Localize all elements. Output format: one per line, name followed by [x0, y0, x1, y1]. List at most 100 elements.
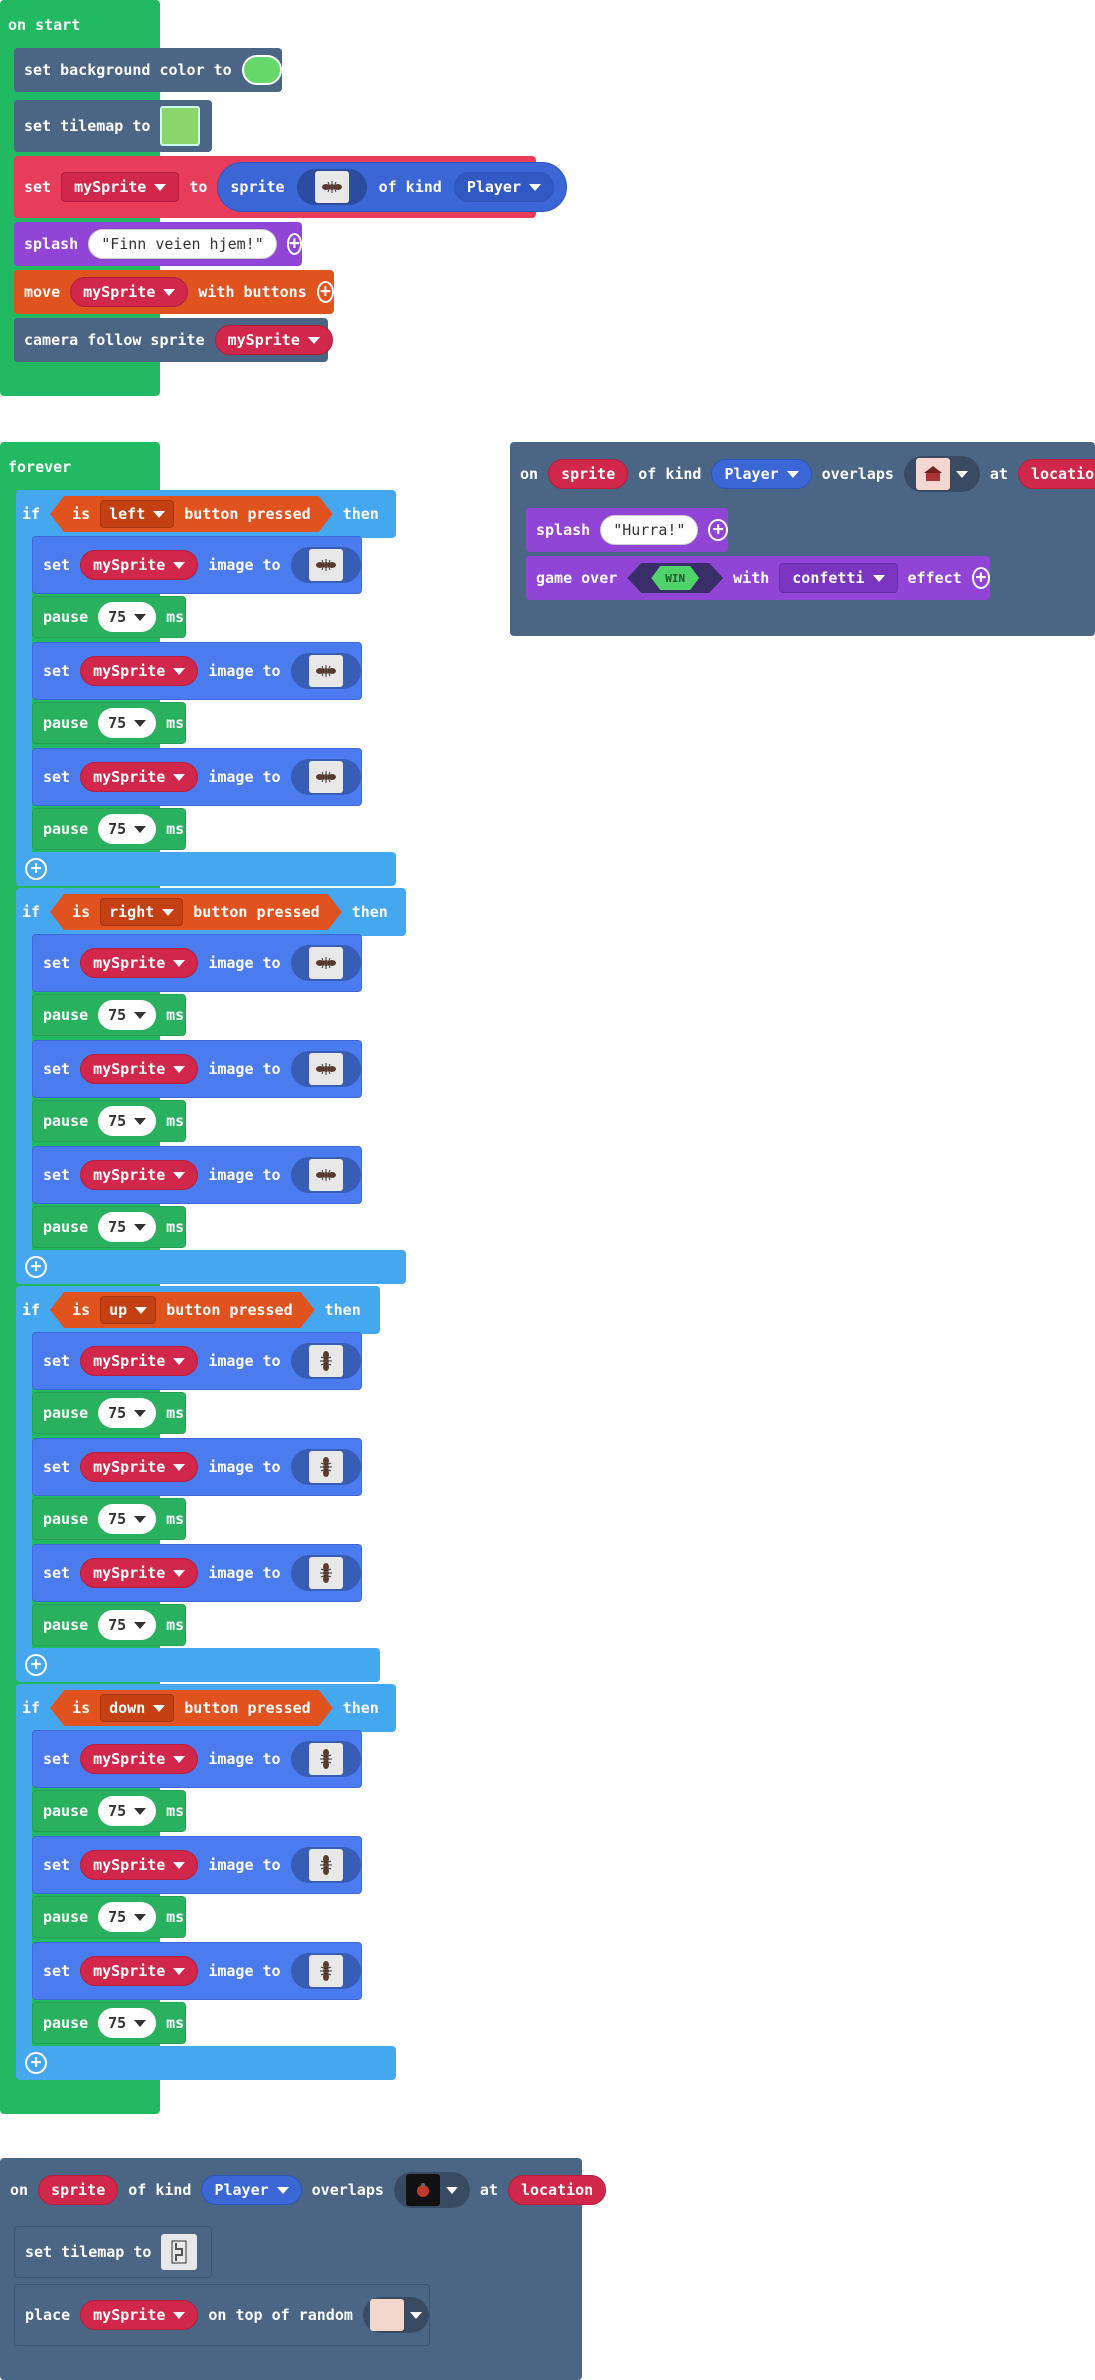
set-tilemap-block-2[interactable]: set tilemap to	[14, 2226, 212, 2278]
sprite-image-field[interactable]	[290, 547, 361, 583]
pause-duration-dropdown[interactable]: 75	[98, 602, 157, 632]
sprite-image-field[interactable]	[290, 1953, 361, 1989]
sprite-variable-dropdown[interactable]: mySprite	[61, 172, 180, 202]
button-pressed-condition[interactable]: is down button pressed	[50, 1690, 333, 1726]
effect-dropdown[interactable]: confetti	[779, 563, 898, 593]
pause-duration-dropdown[interactable]: 75	[98, 1902, 157, 1932]
set-image-block[interactable]: set mySprite image to	[32, 748, 362, 806]
sprite-image-field[interactable]	[290, 1449, 361, 1485]
sprite-variable-dropdown[interactable]: mySprite	[80, 1850, 199, 1880]
move-with-buttons-block[interactable]: move mySprite with buttons +	[14, 270, 334, 314]
camera-follow-block[interactable]: camera follow sprite mySprite	[14, 318, 333, 362]
sprite-variable-dropdown[interactable]: mySprite	[80, 1160, 199, 1190]
tile-image-dropdown[interactable]	[393, 2172, 470, 2208]
button-dropdown[interactable]: up	[100, 1296, 156, 1324]
kind-dropdown[interactable]: Player	[711, 459, 812, 489]
pause-duration-dropdown[interactable]: 75	[98, 1504, 157, 1534]
splash-text-field[interactable]: "Finn veien hjem!"	[88, 229, 277, 259]
pause-block[interactable]: pause 75 ms	[32, 994, 186, 1036]
sprite-variable-dropdown[interactable]: mySprite	[80, 656, 199, 686]
location-param[interactable]: location	[507, 2175, 607, 2205]
add-icon[interactable]: +	[708, 519, 728, 541]
sprite-variable-dropdown[interactable]: mySprite	[80, 1346, 199, 1376]
set-image-block[interactable]: set mySprite image to	[32, 642, 362, 700]
tilemap-thumbnail[interactable]	[161, 2234, 198, 2270]
set-image-block[interactable]: set mySprite image to	[32, 1332, 362, 1390]
pause-block[interactable]: pause 75 ms	[32, 1392, 186, 1434]
sprite-image-field[interactable]	[290, 759, 361, 795]
pause-block[interactable]: pause 75 ms	[32, 1790, 186, 1832]
add-else-icon[interactable]: +	[25, 1256, 47, 1278]
pause-block[interactable]: pause 75 ms	[32, 1896, 186, 1938]
sprite-variable-dropdown[interactable]: mySprite	[80, 1744, 199, 1774]
sprite-variable-dropdown[interactable]: mySprite	[80, 550, 199, 580]
sprite-create-block[interactable]: sprite of kind Player	[217, 162, 567, 212]
set-image-block[interactable]: set mySprite image to	[32, 1730, 362, 1788]
sprite-param[interactable]: sprite	[548, 459, 629, 489]
set-image-block[interactable]: set mySprite image to	[32, 934, 362, 992]
button-pressed-condition[interactable]: is right button pressed	[50, 894, 342, 930]
sprite-param[interactable]: sprite	[38, 2175, 119, 2205]
sprite-image-field[interactable]	[290, 1555, 361, 1591]
sprite-image-field[interactable]	[290, 1847, 361, 1883]
sprite-image-field[interactable]	[290, 1051, 361, 1087]
background-color-swatch[interactable]	[241, 55, 282, 85]
add-icon[interactable]: +	[971, 567, 990, 589]
place-variable-dropdown[interactable]: mySprite	[80, 2300, 199, 2330]
place-on-top-block[interactable]: place mySprite on top of random	[14, 2284, 430, 2346]
pause-block[interactable]: pause 75 ms	[32, 1604, 186, 1646]
add-icon[interactable]: +	[286, 233, 302, 255]
pause-block[interactable]: pause 75 ms	[32, 1498, 186, 1540]
pause-duration-dropdown[interactable]: 75	[98, 1212, 157, 1242]
kind-dropdown[interactable]: Player	[453, 172, 554, 202]
pause-block[interactable]: pause 75 ms	[32, 2002, 186, 2044]
sprite-image-field[interactable]	[290, 1741, 361, 1777]
add-else-icon[interactable]: +	[25, 858, 47, 880]
button-dropdown[interactable]: right	[100, 898, 183, 926]
set-image-block[interactable]: set mySprite image to	[32, 1146, 362, 1204]
location-param[interactable]: location	[1017, 459, 1095, 489]
set-image-block[interactable]: set mySprite image to	[32, 1040, 362, 1098]
set-image-block[interactable]: set mySprite image to	[32, 1544, 362, 1602]
sprite-variable-dropdown[interactable]: mySprite	[80, 762, 199, 792]
pause-duration-dropdown[interactable]: 75	[98, 1106, 157, 1136]
add-else-icon[interactable]: +	[25, 1654, 47, 1676]
sprite-variable-dropdown[interactable]: mySprite	[80, 1558, 199, 1588]
pause-block[interactable]: pause 75 ms	[32, 1100, 186, 1142]
sprite-image-field[interactable]	[296, 169, 367, 205]
pause-duration-dropdown[interactable]: 75	[98, 1610, 157, 1640]
pause-duration-dropdown[interactable]: 75	[98, 708, 157, 738]
sprite-image-field[interactable]	[290, 1343, 361, 1379]
set-image-block[interactable]: set mySprite image to	[32, 536, 362, 594]
move-variable-dropdown[interactable]: mySprite	[70, 277, 189, 307]
tile-image-dropdown[interactable]	[362, 2297, 429, 2333]
set-image-block[interactable]: set mySprite image to	[32, 1942, 362, 2000]
sprite-image-field[interactable]	[290, 945, 361, 981]
tile-image-dropdown[interactable]	[903, 456, 980, 492]
set-sprite-block[interactable]: set mySprite to sprite of kind Player	[14, 156, 567, 218]
pause-duration-dropdown[interactable]: 75	[98, 1000, 157, 1030]
sprite-image-field[interactable]	[290, 1157, 361, 1193]
button-pressed-condition[interactable]: is left button pressed	[50, 496, 333, 532]
button-pressed-condition[interactable]: is up button pressed	[50, 1292, 315, 1328]
sprite-variable-dropdown[interactable]: mySprite	[80, 1956, 199, 1986]
kind-dropdown[interactable]: Player	[201, 2175, 302, 2205]
pause-duration-dropdown[interactable]: 75	[98, 814, 157, 844]
tilemap-thumbnail[interactable]	[160, 106, 201, 146]
pause-duration-dropdown[interactable]: 75	[98, 1796, 157, 1826]
sprite-image-field[interactable]	[290, 653, 361, 689]
camera-variable-dropdown[interactable]: mySprite	[214, 325, 333, 355]
sprite-variable-dropdown[interactable]: mySprite	[80, 1054, 199, 1084]
splash-block[interactable]: splash "Finn veien hjem!" +	[14, 222, 302, 266]
win-boolean[interactable]: WIN	[627, 563, 723, 593]
set-tilemap-block[interactable]: set tilemap to	[14, 100, 212, 152]
pause-block[interactable]: pause 75 ms	[32, 702, 186, 744]
game-over-block[interactable]: game over WIN with confetti effect +	[526, 556, 990, 600]
set-image-block[interactable]: set mySprite image to	[32, 1836, 362, 1894]
pause-block[interactable]: pause 75 ms	[32, 808, 186, 850]
add-icon[interactable]: +	[316, 281, 334, 303]
pause-block[interactable]: pause 75 ms	[32, 1206, 186, 1248]
splash-text-field[interactable]: "Hurra!"	[600, 515, 699, 545]
set-background-block[interactable]: set background color to	[14, 48, 282, 92]
sprite-variable-dropdown[interactable]: mySprite	[80, 1452, 199, 1482]
